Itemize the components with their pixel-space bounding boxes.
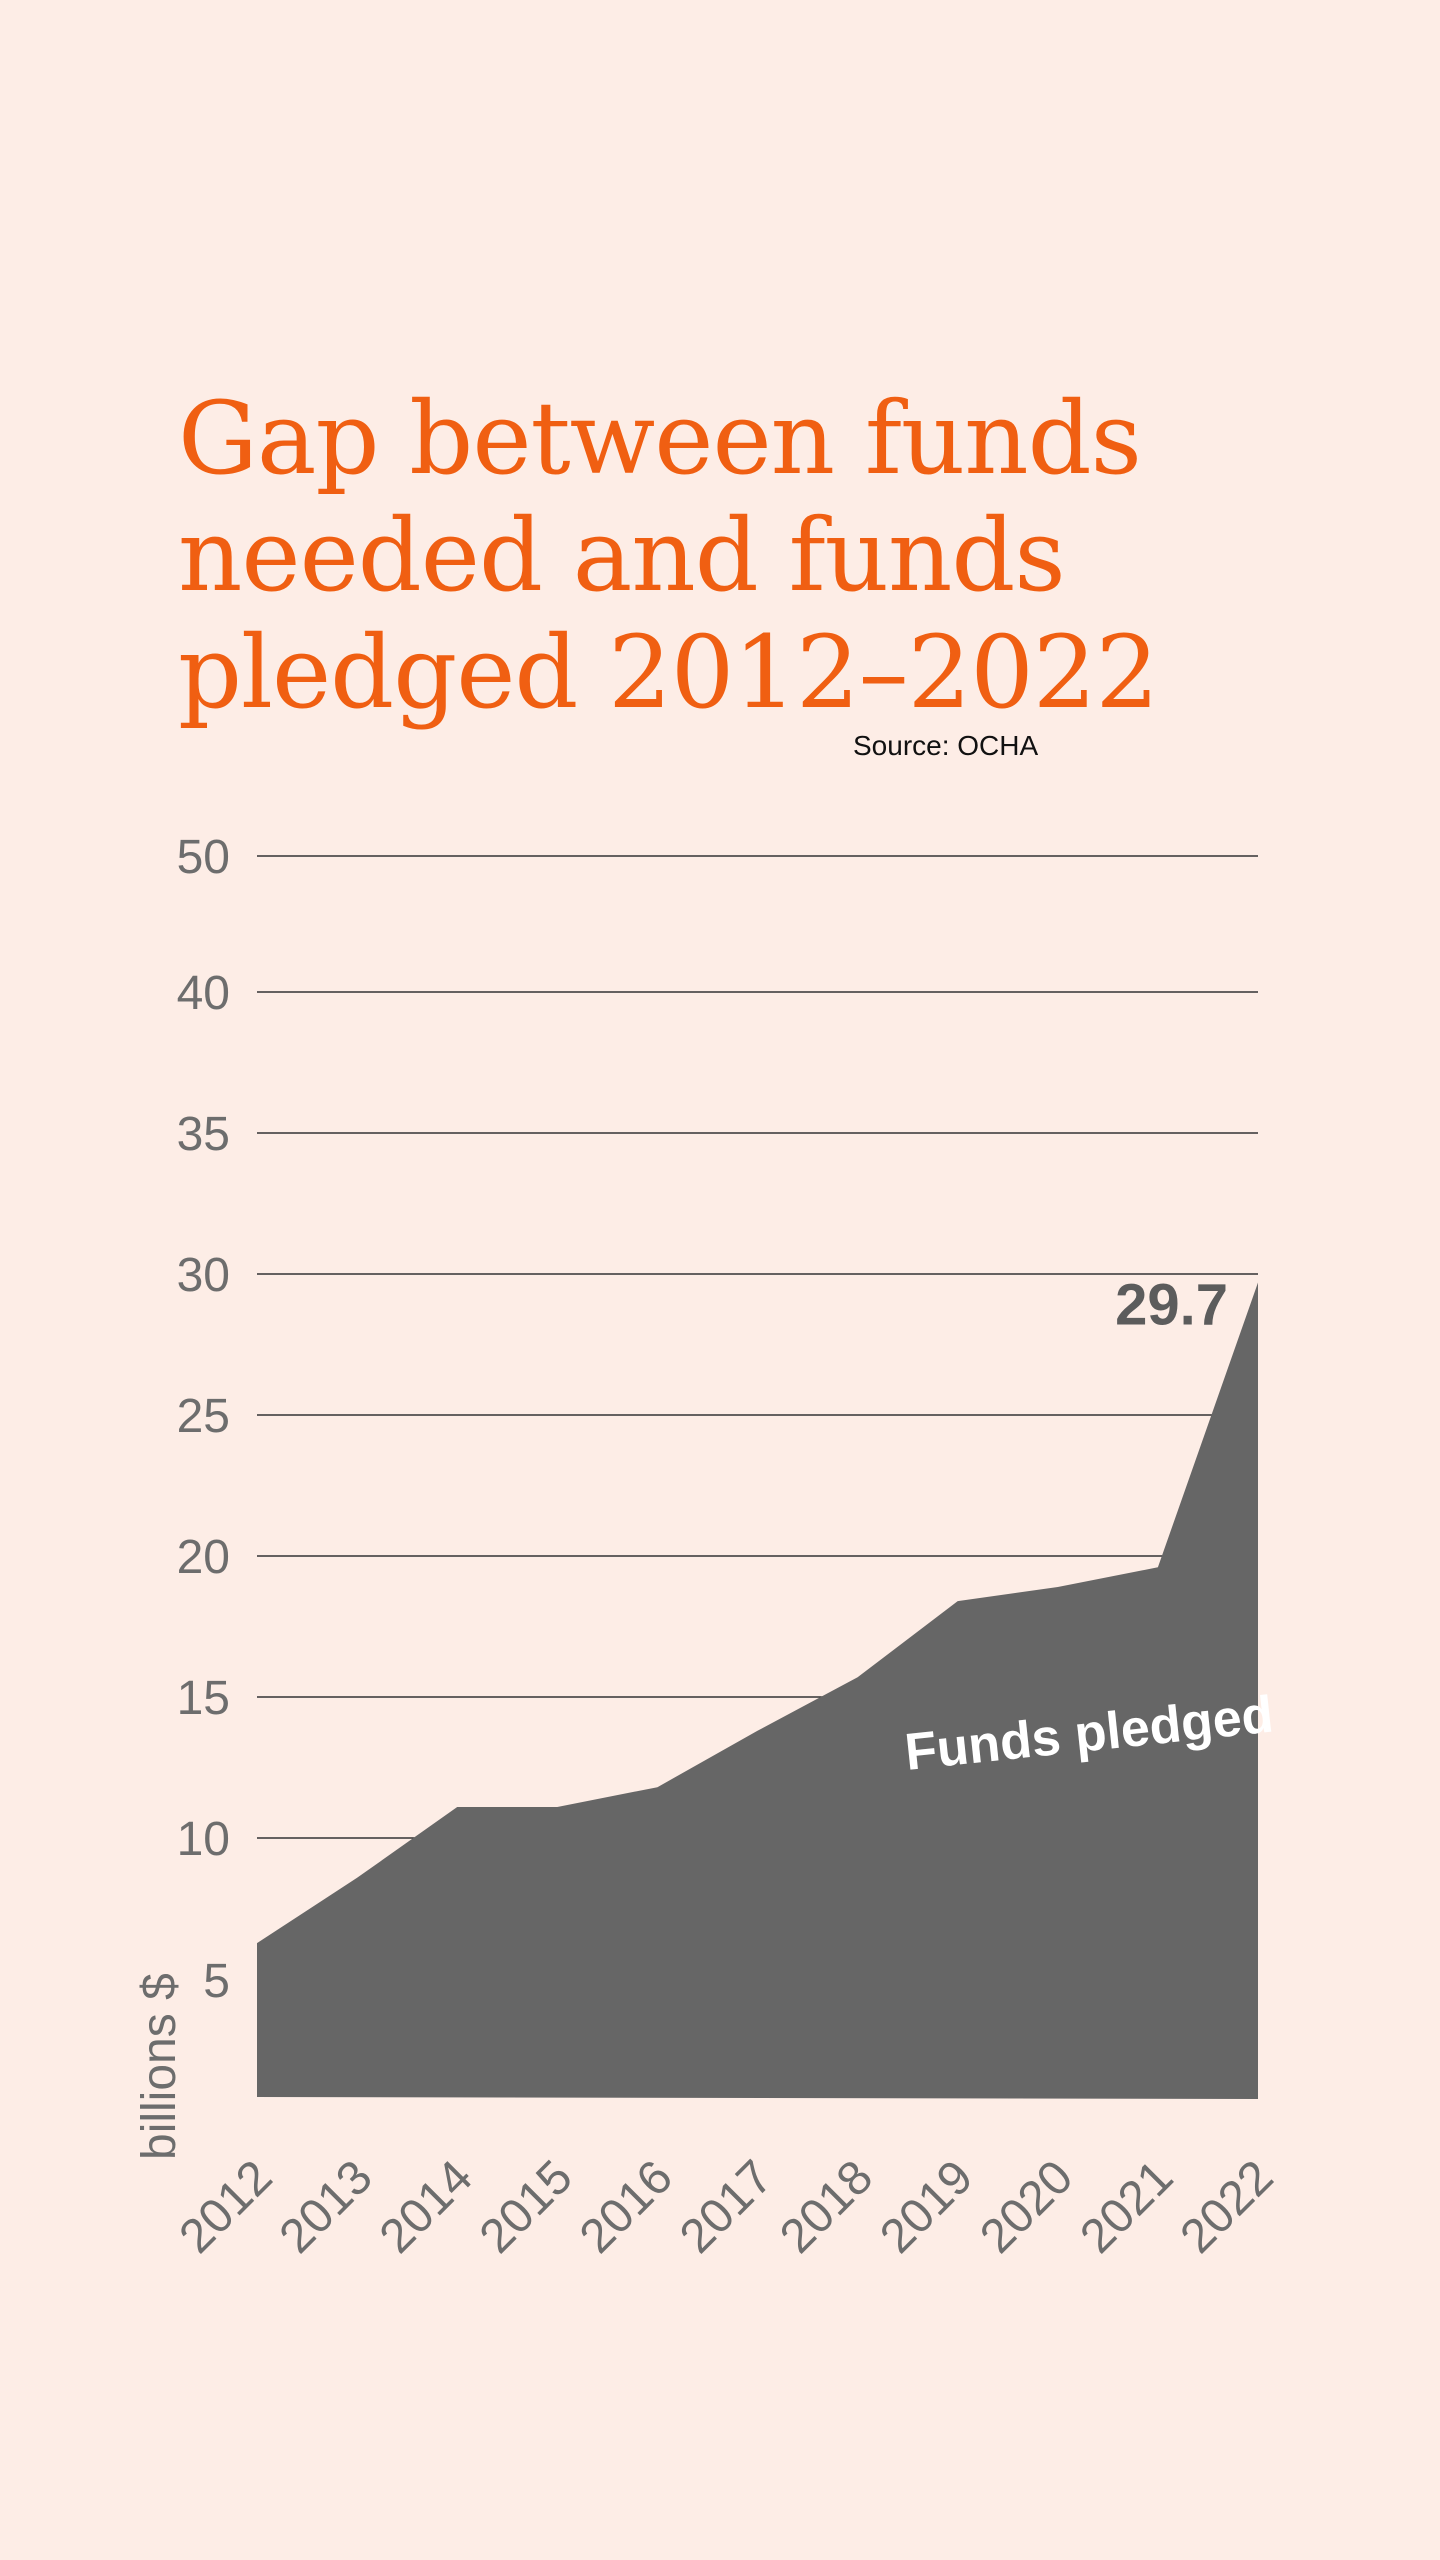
x-tick-2022: 2022 (1171, 2151, 1284, 2264)
y-tick-15: 15 (177, 1672, 230, 1725)
y-tick-50: 50 (177, 831, 230, 884)
y-axis-label: billions $ (133, 1973, 186, 2160)
x-axis-ticks: 2012201320142015201620172018201920202021… (170, 2151, 1284, 2264)
y-tick-30: 30 (177, 1249, 230, 1302)
x-tick-2017: 2017 (670, 2151, 783, 2264)
x-tick-2013: 2013 (270, 2151, 383, 2264)
area-funds-pledged (257, 1282, 1258, 2099)
y-axis-ticks: 5 10 15 20 25 30 35 40 50 (177, 831, 230, 2008)
source-note: Source: OCHA (853, 730, 1039, 761)
x-tick-2018: 2018 (770, 2151, 883, 2264)
x-tick-2020: 2020 (970, 2151, 1083, 2264)
y-tick-35: 35 (177, 1108, 230, 1161)
y-tick-10: 10 (177, 1813, 230, 1866)
y-tick-25: 25 (177, 1390, 230, 1443)
x-tick-2021: 2021 (1070, 2151, 1183, 2264)
y-tick-20: 20 (177, 1531, 230, 1584)
x-tick-2019: 2019 (870, 2151, 983, 2264)
x-tick-2014: 2014 (370, 2151, 483, 2264)
y-tick-5: 5 (203, 1955, 230, 2008)
value-label-2022: 29.7 (1115, 1272, 1228, 1337)
chart-title: Gap between funds needed and funds pledg… (178, 380, 1159, 731)
x-tick-2012: 2012 (170, 2151, 283, 2264)
y-tick-40: 40 (177, 967, 230, 1020)
x-tick-2015: 2015 (470, 2151, 583, 2264)
x-tick-2016: 2016 (570, 2151, 683, 2264)
